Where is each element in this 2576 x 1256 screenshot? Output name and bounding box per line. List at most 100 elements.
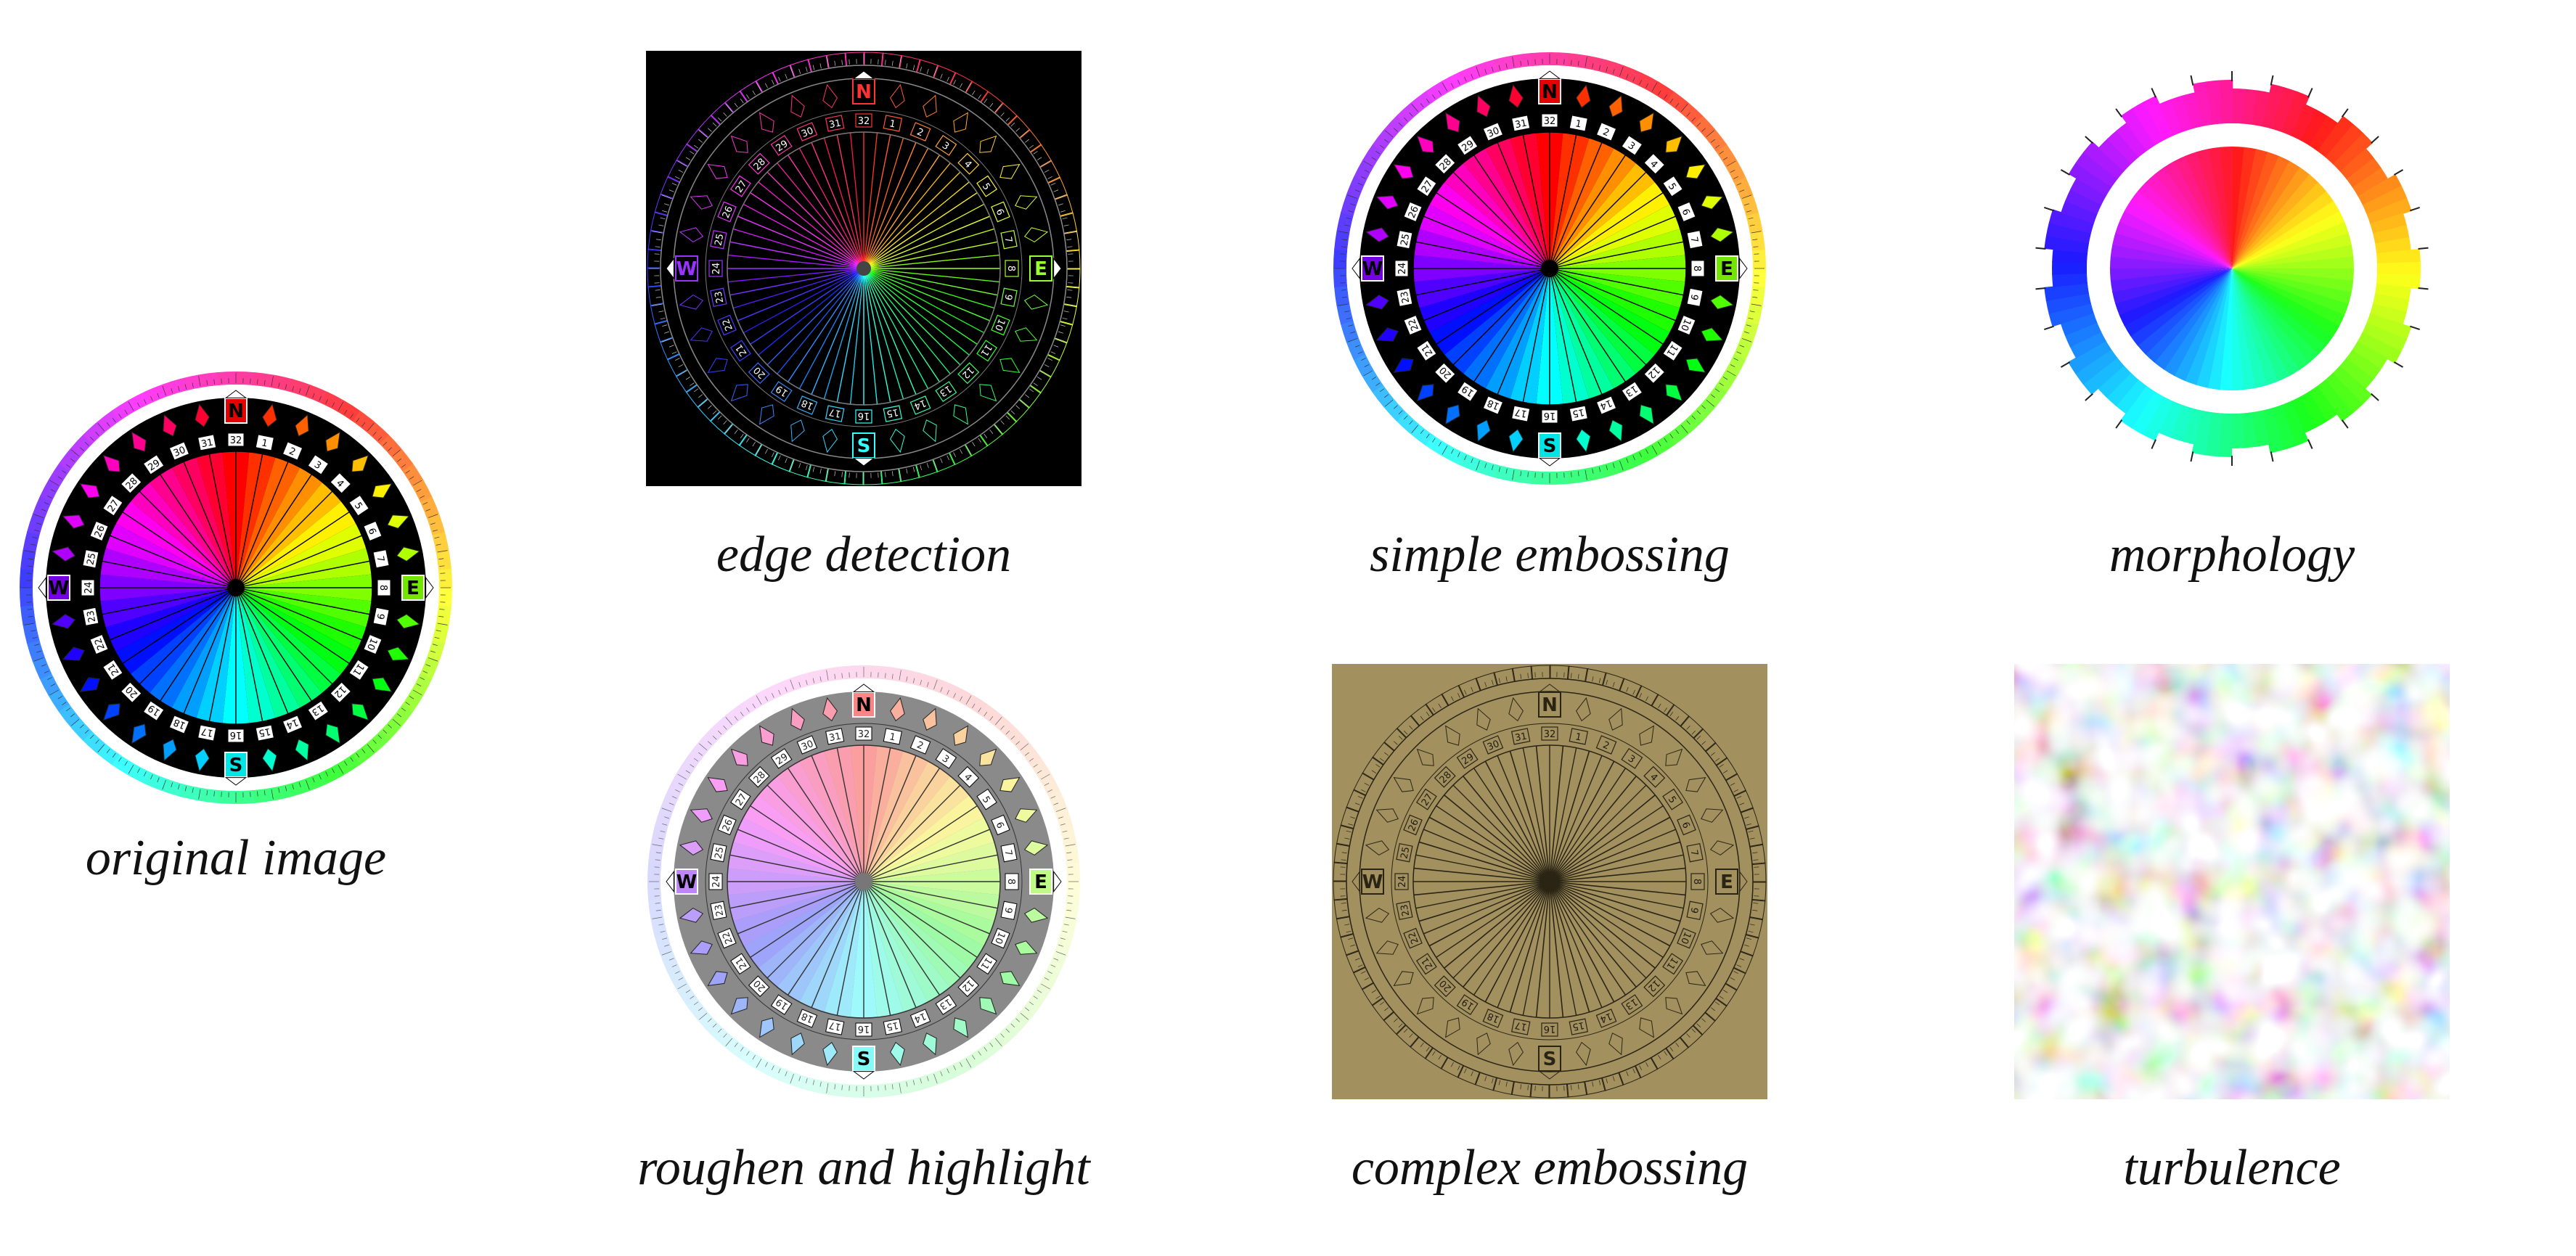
degree-tick: [1015, 741, 1021, 745]
morph-wedge: [2119, 268, 2232, 327]
compass-wedge: [1550, 181, 1670, 268]
tag-box: [1511, 115, 1531, 132]
compass-wedge-line: [1549, 881, 1681, 922]
degree-ring-segment: [1531, 52, 1551, 67]
degree-tick: [1025, 139, 1029, 143]
compass-needle: [325, 723, 340, 744]
compass-needle: [372, 677, 393, 692]
degree-tick: [1498, 678, 1501, 684]
edge-detection-panel: 1 2 3 4 5 6 7 8 9 10 11 12 13 14 15 16 17 18 19 20 21 22 23 24 2…: [646, 51, 1081, 486]
degree-ring-segment: [1704, 385, 1727, 409]
morph-wedge: [2220, 146, 2233, 268]
compass-rim-outline: [660, 65, 1068, 472]
compass-wedge: [236, 548, 372, 588]
degree-tick: [891, 673, 894, 679]
point-number-tag: 9: [1686, 287, 1704, 307]
degree-tick: [756, 695, 762, 705]
compass-radial-line: [159, 587, 237, 702]
degree-tick: [171, 388, 173, 393]
compass-radial-line: [863, 268, 961, 366]
degree-tick: [1020, 743, 1029, 751]
degree-tick: [1067, 859, 1073, 861]
degree-tick: [1748, 830, 1754, 833]
morph-ring-segment: [2332, 365, 2373, 405]
cardinal-letter: S: [857, 435, 871, 457]
degree-tick: [409, 476, 414, 480]
point-number-label: 14: [912, 397, 928, 411]
morph-tick: [2371, 393, 2379, 401]
degree-tick: [1639, 80, 1643, 85]
degree-tick: [972, 441, 976, 447]
compass-radial-line: [863, 268, 917, 395]
compass-needle: [690, 808, 713, 823]
compass-wedge: [864, 761, 951, 882]
degree-ring-segment: [647, 861, 662, 882]
degree-tick: [1577, 471, 1579, 477]
compass-needle: [953, 404, 968, 425]
tag-box: [729, 340, 751, 362]
degree-tick: [734, 430, 738, 434]
point-number-tag: 28: [1434, 765, 1456, 788]
morph-wedge: [2146, 173, 2232, 268]
caption-morph: morphology: [2109, 527, 2355, 583]
compass-needle: [730, 748, 748, 766]
point-number-label: 32: [230, 435, 242, 446]
compass-radial-line: [1423, 216, 1550, 269]
compass-needle: [1476, 1033, 1491, 1056]
cardinal-letter: N: [856, 81, 872, 103]
point-number-tag: 1: [255, 434, 274, 451]
degree-tick: [1464, 76, 1467, 82]
compass-needle: [62, 647, 85, 661]
caption-edge: edge detection: [716, 527, 1012, 583]
degree-tick: [1752, 239, 1758, 241]
degree-ring-segment: [1666, 91, 1690, 114]
cardinal-box: [1538, 691, 1561, 718]
tag-box: [935, 994, 957, 1015]
degree-tick: [1346, 217, 1352, 220]
degree-tick: [62, 470, 67, 474]
tag-box: [909, 395, 931, 415]
compass-radial-line: [1549, 768, 1627, 882]
degree-tick: [1063, 924, 1069, 926]
degree-tick: [785, 1071, 788, 1077]
compass-radial-line: [1549, 268, 1627, 382]
compass-radial-line: [750, 192, 864, 269]
degree-ring-segment: [391, 448, 414, 472]
tag-box: [307, 700, 330, 721]
point-number-tag: 11: [976, 953, 997, 975]
degree-tick: [392, 449, 401, 457]
morph-ring-segment: [2106, 372, 2139, 406]
degree-tick: [806, 67, 808, 73]
morph-wedge: [2163, 268, 2232, 377]
degree-ring-segment: [1039, 773, 1060, 797]
compass-wedge-line: [1549, 881, 1671, 947]
tag-box: [717, 314, 737, 336]
degree-tick: [723, 725, 727, 730]
degree-tick: [1753, 859, 1759, 861]
degree-tick: [675, 358, 680, 361]
point-number-tag: 21: [1416, 340, 1437, 362]
degree-tick: [668, 345, 674, 348]
point-number-tag: 6: [1677, 201, 1696, 223]
degree-ring-segment: [27, 513, 46, 535]
compass-needle: [923, 419, 937, 443]
degree-tick: [798, 682, 801, 687]
morph-ring-segment: [2083, 141, 2125, 179]
degree-tick: [1354, 189, 1360, 192]
cardinal-E: E: [401, 575, 425, 601]
point-number-tag: 8: [1005, 260, 1019, 277]
degree-tick: [1585, 1083, 1587, 1093]
tag-box: [120, 681, 142, 704]
tag-box: [708, 873, 723, 890]
degree-ring-segment: [1060, 825, 1077, 847]
degree-tick: [1338, 231, 1349, 234]
tag-box: [1686, 900, 1704, 921]
degree-tick: [771, 693, 774, 698]
degree-tick: [198, 789, 201, 800]
tag-ring-outline: [705, 110, 1023, 427]
point-number-label: 17: [828, 406, 842, 419]
cardinal-S: S: [852, 1046, 875, 1072]
point-number-label: 15: [886, 406, 899, 419]
point-number-label: 8: [1005, 266, 1016, 271]
tag-box: [142, 454, 165, 475]
